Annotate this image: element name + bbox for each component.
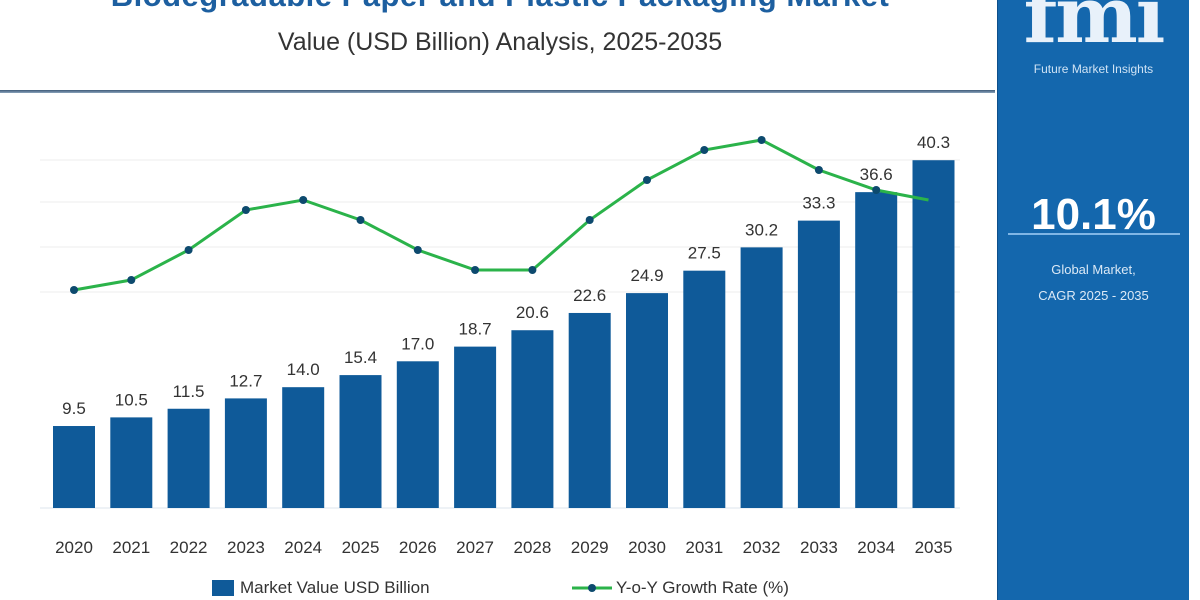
chart-title: Biodegradable Paper and Plastic Packagin… <box>0 0 1000 14</box>
cagr-value: 10.1% <box>1031 190 1156 239</box>
bar-2033 <box>797 220 840 508</box>
bar-2022 <box>167 408 210 508</box>
data-label-2025: 15.4 <box>344 348 377 367</box>
growth-point-2024 <box>299 196 308 204</box>
fmi-logo: fmi <box>1023 0 1166 61</box>
data-label-2031: 27.5 <box>688 244 721 263</box>
chart-area: 9.5 2020 10.5 2021 11.5 2022 12.7 2023 14.0 2024 1… <box>40 133 960 557</box>
data-label-2035: 40.3 <box>917 133 950 152</box>
x-tick-2021: 2021 <box>112 538 150 557</box>
x-tick-2033: 2033 <box>800 538 838 557</box>
bar-2028 <box>511 330 554 508</box>
data-label-2023: 12.7 <box>229 371 262 390</box>
data-label-2030: 24.9 <box>630 266 663 285</box>
x-tick-2029: 2029 <box>571 538 609 557</box>
legend-label: Market Value USD Billion <box>240 578 430 597</box>
data-label-2034: 36.6 <box>860 165 893 184</box>
growth-point-2032 <box>757 136 766 144</box>
logo-caption: Future Market Insights <box>1033 62 1154 76</box>
bar-2026 <box>396 361 439 508</box>
growth-point-2027 <box>471 266 480 274</box>
growth-point-2023 <box>241 206 250 214</box>
cagr-divider <box>1008 233 1180 235</box>
x-tick-2020: 2020 <box>55 538 93 557</box>
growth-point-2029 <box>585 216 594 224</box>
bar-2027 <box>454 346 497 508</box>
bar-2025 <box>339 375 382 508</box>
growth-point-2031 <box>700 146 709 154</box>
data-label-2024: 14.0 <box>287 360 320 379</box>
data-label-2028: 20.6 <box>516 303 549 322</box>
x-tick-2035: 2035 <box>915 538 953 557</box>
legend-item-growth-rate: Y-o-Y Growth Rate (%) <box>572 578 789 598</box>
data-label-2022: 11.5 <box>173 382 205 401</box>
data-label-2033: 33.3 <box>802 194 835 213</box>
data-label-2026: 17.0 <box>401 334 434 353</box>
x-tick-2031: 2031 <box>685 538 723 557</box>
bar-2021 <box>110 417 153 508</box>
legend-bar-swatch <box>212 580 234 596</box>
growth-point-2030 <box>643 176 651 184</box>
bar-2029 <box>568 312 611 508</box>
bar-2034 <box>855 192 898 508</box>
legend-item-market-value: Market Value USD Billion <box>212 578 430 598</box>
growth-point-2028 <box>528 266 537 274</box>
legend-line-swatch <box>572 584 612 592</box>
header-divider <box>0 90 995 93</box>
bar-2024 <box>282 387 325 508</box>
bar-2020 <box>53 426 95 508</box>
growth-point-2026 <box>413 246 422 254</box>
x-tick-2022: 2022 <box>170 538 208 557</box>
bar-2035 <box>912 160 955 508</box>
x-tick-2030: 2030 <box>628 538 666 557</box>
growth-point-2022 <box>184 246 193 254</box>
growth-point-2020 <box>70 286 78 294</box>
cagr-label-line1: Global Market, <box>1051 262 1136 277</box>
chart-subtitle: Value (USD Billion) Analysis, 2025-2035 <box>277 28 723 56</box>
x-tick-2024: 2024 <box>284 538 322 557</box>
data-label-2020: 9.5 <box>62 399 86 418</box>
bar-2031 <box>683 270 726 508</box>
x-tick-2032: 2032 <box>743 538 781 557</box>
x-tick-2028: 2028 <box>513 538 551 557</box>
data-label-2027: 18.7 <box>459 320 492 339</box>
data-label-2029: 22.6 <box>573 286 606 305</box>
x-tick-2026: 2026 <box>399 538 437 557</box>
x-tick-2025: 2025 <box>342 538 380 557</box>
x-tick-2023: 2023 <box>227 538 265 557</box>
bar-2023 <box>224 398 267 508</box>
data-label-2032: 30.2 <box>745 220 778 239</box>
cagr-label-line2: CAGR 2025 - 2035 <box>1038 288 1149 303</box>
growth-point-2025 <box>356 216 365 224</box>
cagr-panel: fmi Future Market Insights 10.1% Global … <box>997 0 1189 600</box>
legend-label: Y-o-Y Growth Rate (%) <box>616 578 789 597</box>
x-tick-2027: 2027 <box>456 538 494 557</box>
growth-point-2033 <box>814 166 823 174</box>
data-label-2021: 10.5 <box>115 390 148 409</box>
bar-2032 <box>740 247 783 508</box>
growth-point-2021 <box>127 276 136 284</box>
growth-point-2034 <box>872 186 881 194</box>
bar-2030 <box>626 293 668 508</box>
growth-rate-line <box>73 138 929 292</box>
x-tick-2034: 2034 <box>857 538 895 557</box>
